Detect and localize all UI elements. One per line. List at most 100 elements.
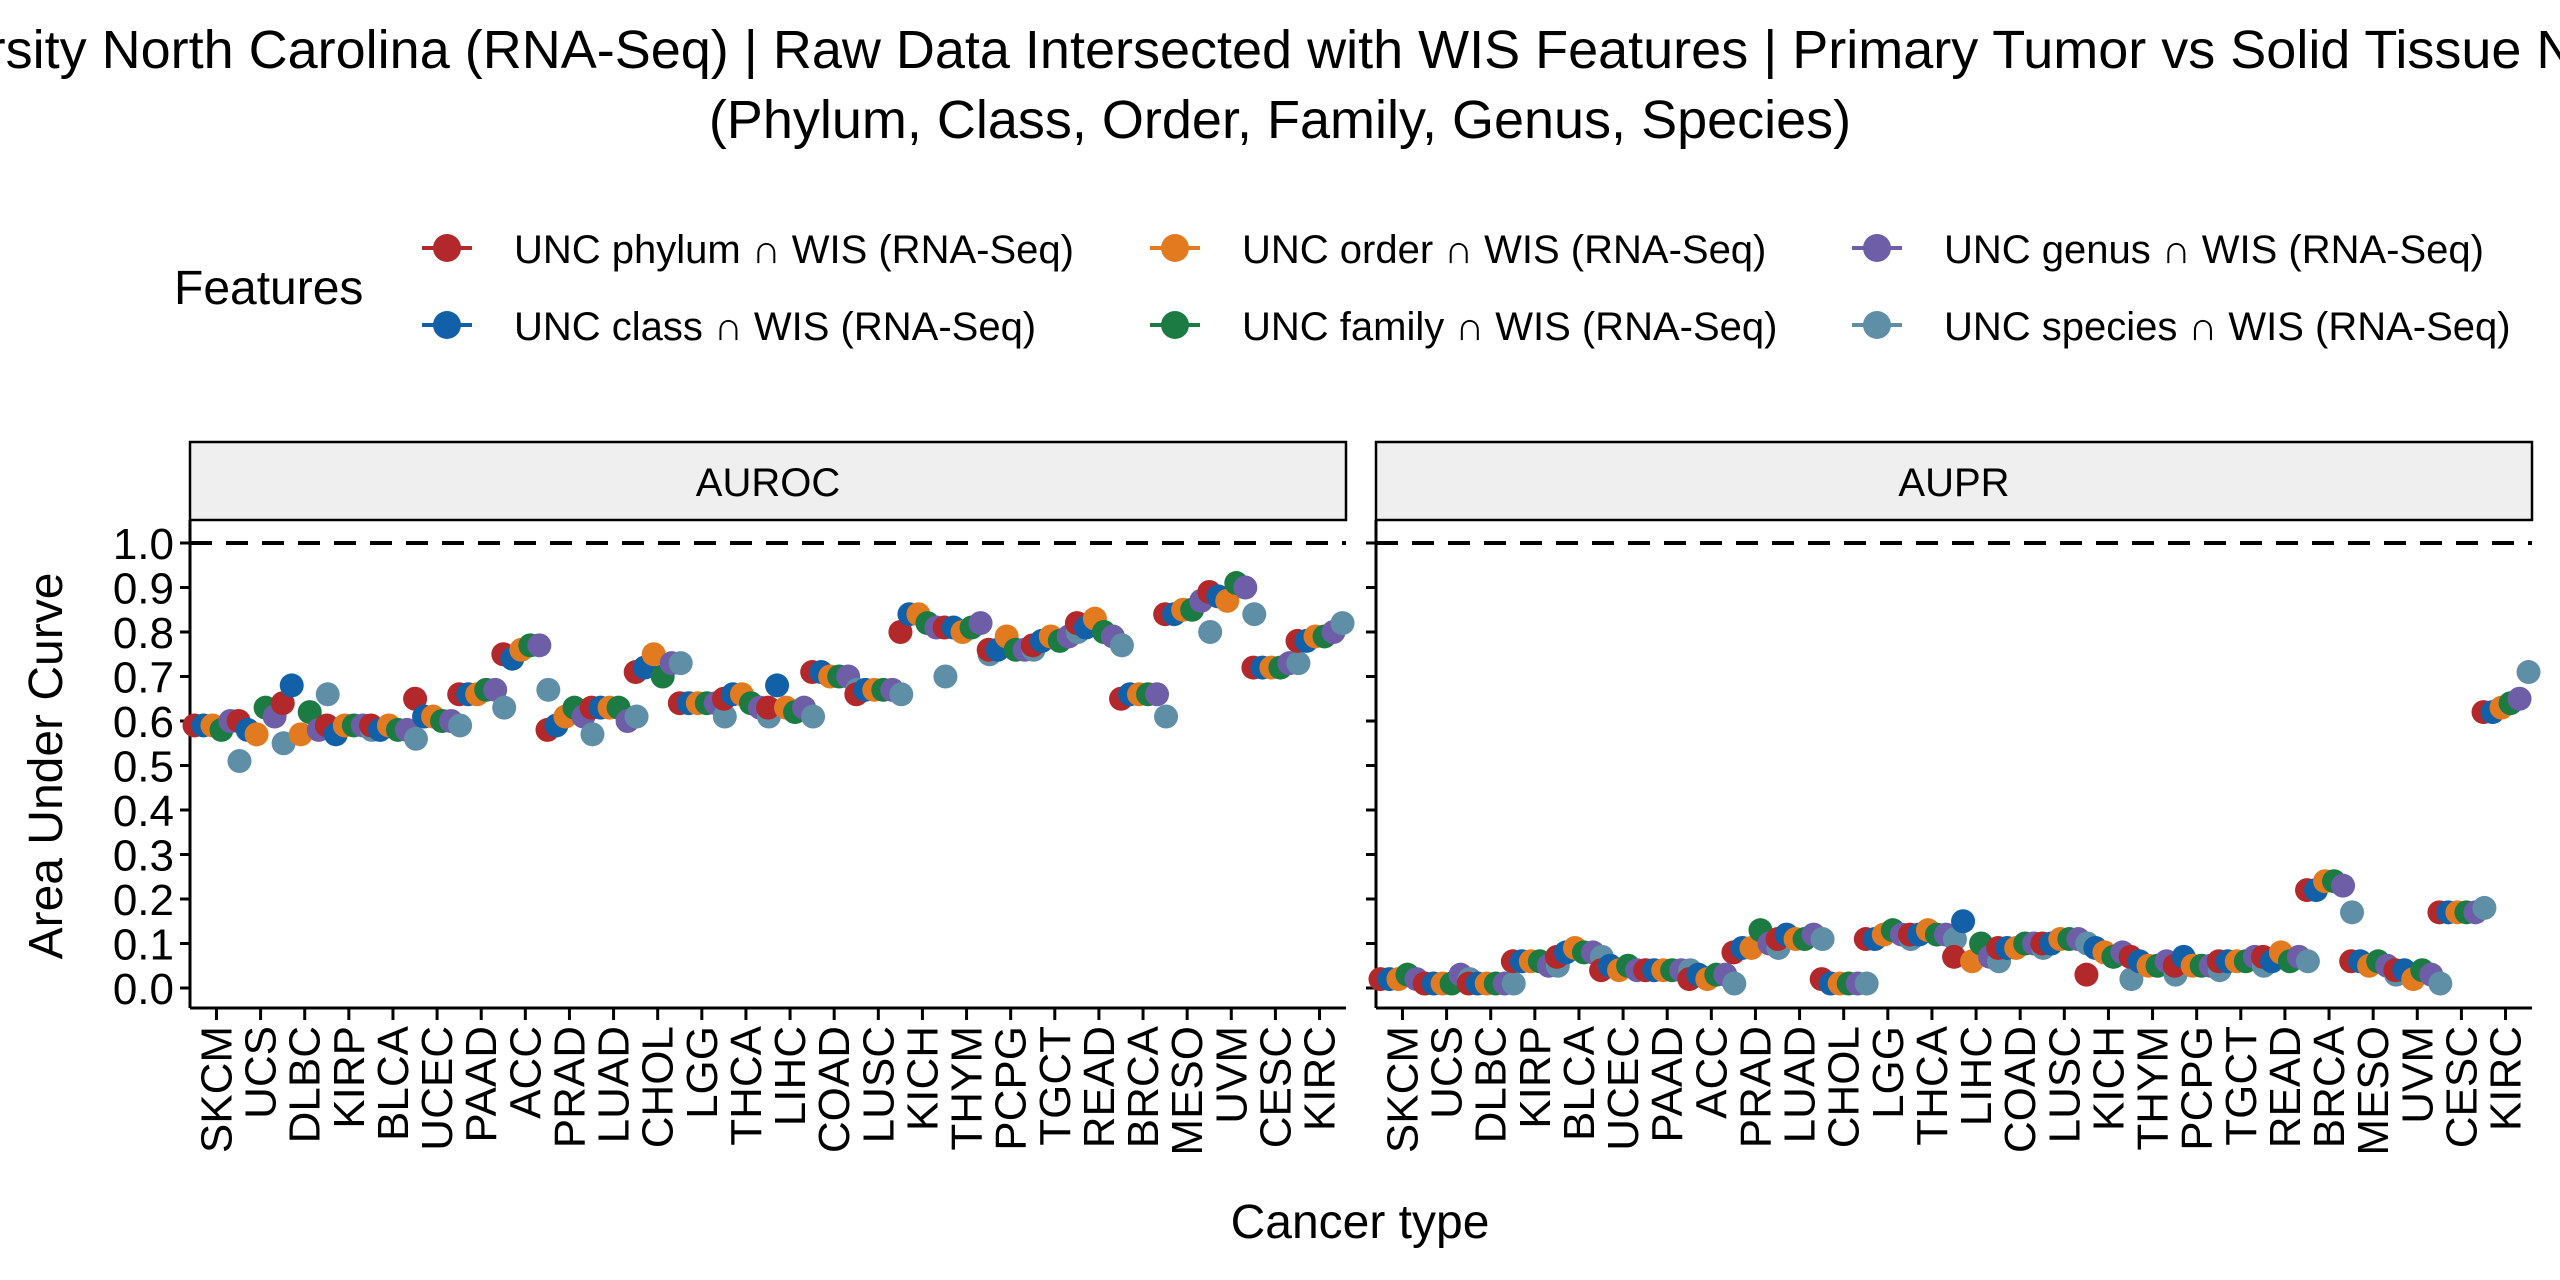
panels: AUROC 0.00.10.20.30.40.50.60.70.80.91.0 SK… — [113, 440, 2541, 1156]
x-tick-label: COAD — [810, 1026, 859, 1153]
x-tick-label: BRCA — [2305, 1025, 2354, 1148]
data-point — [580, 722, 605, 747]
data-point — [1951, 909, 1976, 934]
legend-key-dot — [1161, 234, 1189, 262]
x-axis-label: Cancer type — [1231, 1196, 1490, 1249]
data-point — [801, 704, 826, 729]
data-point — [448, 713, 473, 738]
x-tick-label: BLCA — [1555, 1025, 1604, 1141]
x-tick-label: UCEC — [1599, 1026, 1648, 1151]
data-point — [1722, 971, 1747, 996]
chart-title-line2: (Phylum, Class, Order, Family, Genus, Sp… — [709, 90, 1851, 150]
data-point — [536, 677, 561, 702]
x-tick-label: PCPG — [2173, 1026, 2222, 1151]
data-point — [641, 642, 666, 667]
data-point — [1739, 935, 1764, 960]
data-point — [483, 677, 508, 702]
facet-strip — [1374, 440, 2534, 522]
chart-title: University North Carolina (RNA-Seq) | Ra… — [0, 20, 2560, 150]
y-tick-label: 1.0 — [113, 520, 174, 569]
data-point — [1242, 602, 1267, 627]
x-tick-label: COAD — [1996, 1026, 2045, 1153]
y-tick-label: 0.9 — [113, 565, 174, 614]
y-tick-label: 0.4 — [113, 787, 174, 836]
x-tick-label: BRCA — [1119, 1025, 1168, 1148]
x-tick-label: UVM — [1207, 1026, 1256, 1124]
data-point — [2516, 660, 2541, 685]
x-tick-label: LUAD — [1776, 1026, 1825, 1143]
x-tick-label: CHOL — [1820, 1026, 1869, 1148]
x-tick-label: THYM — [2129, 1026, 2178, 1151]
legend-key-dot — [433, 311, 461, 339]
facet-strip-label: AUPR — [1898, 461, 2009, 505]
data-point — [403, 686, 428, 711]
data-point — [765, 673, 790, 698]
data-point — [968, 611, 993, 636]
x-tick-label: KIRP — [1511, 1026, 1560, 1129]
data-point — [1198, 620, 1223, 644]
data-point — [2295, 949, 2320, 974]
data-point — [624, 704, 649, 729]
x-tick-label: THCA — [722, 1025, 771, 1145]
legend-entry-label: UNC class ∩ WIS (RNA-Seq) — [514, 305, 1036, 349]
x-tick-label: PRAD — [1731, 1026, 1780, 1148]
x-tick-label: LGG — [1864, 1026, 1913, 1119]
x-tick-label: ACC — [1687, 1026, 1736, 1119]
y-tick-label: 0.6 — [113, 698, 174, 747]
x-tick-label: KICH — [2084, 1026, 2133, 1131]
y-tick-label: 0.1 — [113, 921, 174, 970]
data-point — [315, 682, 340, 707]
x-tick-label: MESO — [2349, 1026, 2398, 1156]
data-point — [1145, 682, 1170, 707]
chart-title-line1: University North Carolina (RNA-Seq) | Ra… — [0, 20, 2560, 80]
x-tick-label: KICH — [898, 1026, 947, 1131]
x-tick-label: SKCM — [1378, 1026, 1427, 1153]
y-axis-label: Area Under Curve — [20, 573, 73, 960]
legend-entry-label: UNC species ∩ WIS (RNA-Seq) — [1944, 305, 2511, 349]
data-point — [1810, 927, 1835, 952]
data-point — [2507, 686, 2532, 711]
legend-key-dot — [1161, 311, 1189, 339]
y-tick-label: 0.7 — [113, 654, 174, 703]
x-tick-label: THYM — [943, 1026, 992, 1151]
panel-auroc: AUROC 0.00.10.20.30.40.50.60.70.80.91.0 SK… — [113, 440, 1355, 1156]
x-tick-label: ACC — [501, 1026, 550, 1119]
data-point — [297, 700, 322, 725]
legend-entry-label: UNC genus ∩ WIS (RNA-Seq) — [1944, 228, 2484, 272]
x-tick-label: LIHC — [766, 1026, 815, 1126]
x-tick-label: PCPG — [987, 1026, 1036, 1151]
data-point — [1330, 611, 1355, 636]
x-tick-label: LUAD — [590, 1026, 639, 1143]
x-tick-label: LIHC — [1952, 1026, 2001, 1126]
x-tick-label: LGG — [678, 1026, 727, 1119]
data-point — [712, 704, 737, 729]
x-tick-label: LUSC — [854, 1026, 903, 1143]
data-point — [1960, 949, 1985, 974]
data-point — [2472, 895, 2497, 920]
x-tick-label: DLBC — [1467, 1026, 1516, 1143]
x-tick-label: PRAD — [545, 1026, 594, 1148]
x-tick-label: CESC — [2437, 1026, 2486, 1148]
data-point — [2428, 971, 2453, 996]
data-point — [270, 691, 295, 716]
data-point — [1215, 588, 1240, 613]
data-point — [2074, 962, 2099, 987]
x-tick-label: TGCT — [2217, 1026, 2266, 1146]
data-point — [756, 695, 781, 720]
legend: Features UNC phylum ∩ WIS (RNA-Seq) UNC c… — [174, 228, 2511, 349]
data-point — [279, 673, 304, 698]
x-tick-label: MESO — [1163, 1026, 1212, 1156]
x-tick-label: SKCM — [192, 1026, 241, 1153]
y-tick-label: 0.3 — [113, 832, 174, 881]
legend-key-dot — [433, 234, 461, 262]
data-point — [2340, 900, 2365, 925]
data-point — [288, 722, 313, 747]
legend-key-dot — [1863, 234, 1891, 262]
legend-title: Features — [174, 262, 363, 315]
data-point — [1286, 651, 1311, 676]
facet-strip-label: AUROC — [696, 461, 840, 505]
data-point — [668, 651, 693, 676]
x-tick-label: LUSC — [2040, 1026, 2089, 1143]
x-tick-label: UCEC — [413, 1026, 462, 1151]
